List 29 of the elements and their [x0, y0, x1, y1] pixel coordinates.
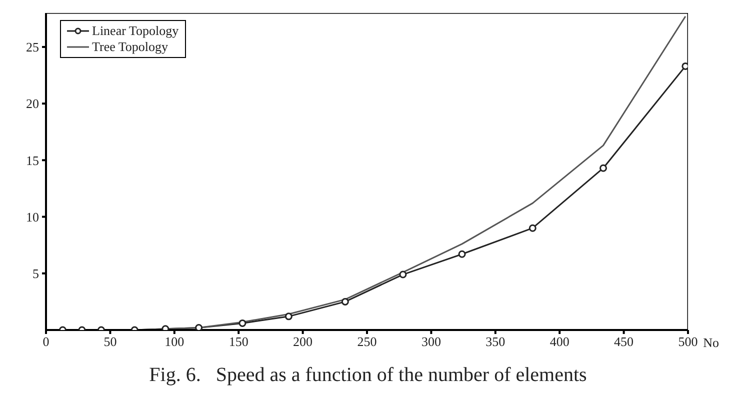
y-tick-label: 15 — [26, 152, 39, 168]
point — [682, 62, 688, 70]
x-tick-label: 500 — [678, 334, 698, 350]
x-tick-label: 200 — [293, 334, 313, 350]
y-tick-label: 5 — [32, 266, 39, 282]
point — [458, 250, 466, 258]
x-tick-label: 450 — [614, 334, 634, 350]
x-tick-label: 400 — [550, 334, 570, 350]
text: Fig. 6. Speed as a function of the number of elements — [148, 364, 588, 387]
x-tick-label: 50 — [104, 334, 117, 350]
point — [195, 324, 203, 330]
x-tick-label: 350 — [486, 334, 506, 350]
y-tick-label: 10 — [26, 209, 39, 224]
legend-label: Linear Topology — [92, 23, 179, 39]
point — [528, 224, 536, 232]
x-axis-title: No — [703, 335, 719, 350]
legend-label: Tree Topology — [92, 39, 168, 55]
y-tick-label: 20 — [26, 96, 39, 112]
x-tick-label: 250 — [357, 334, 377, 350]
point — [600, 164, 608, 172]
point — [341, 298, 349, 306]
point — [284, 312, 292, 320]
point — [399, 270, 407, 278]
y-tick-label: 25 — [26, 40, 39, 55]
point — [238, 319, 246, 327]
x-tick-label: 300 — [421, 334, 441, 350]
x-tick-label: 0 — [42, 334, 50, 350]
x-tick-label: 150 — [228, 334, 248, 350]
x-tick-label: 100 — [164, 334, 184, 350]
